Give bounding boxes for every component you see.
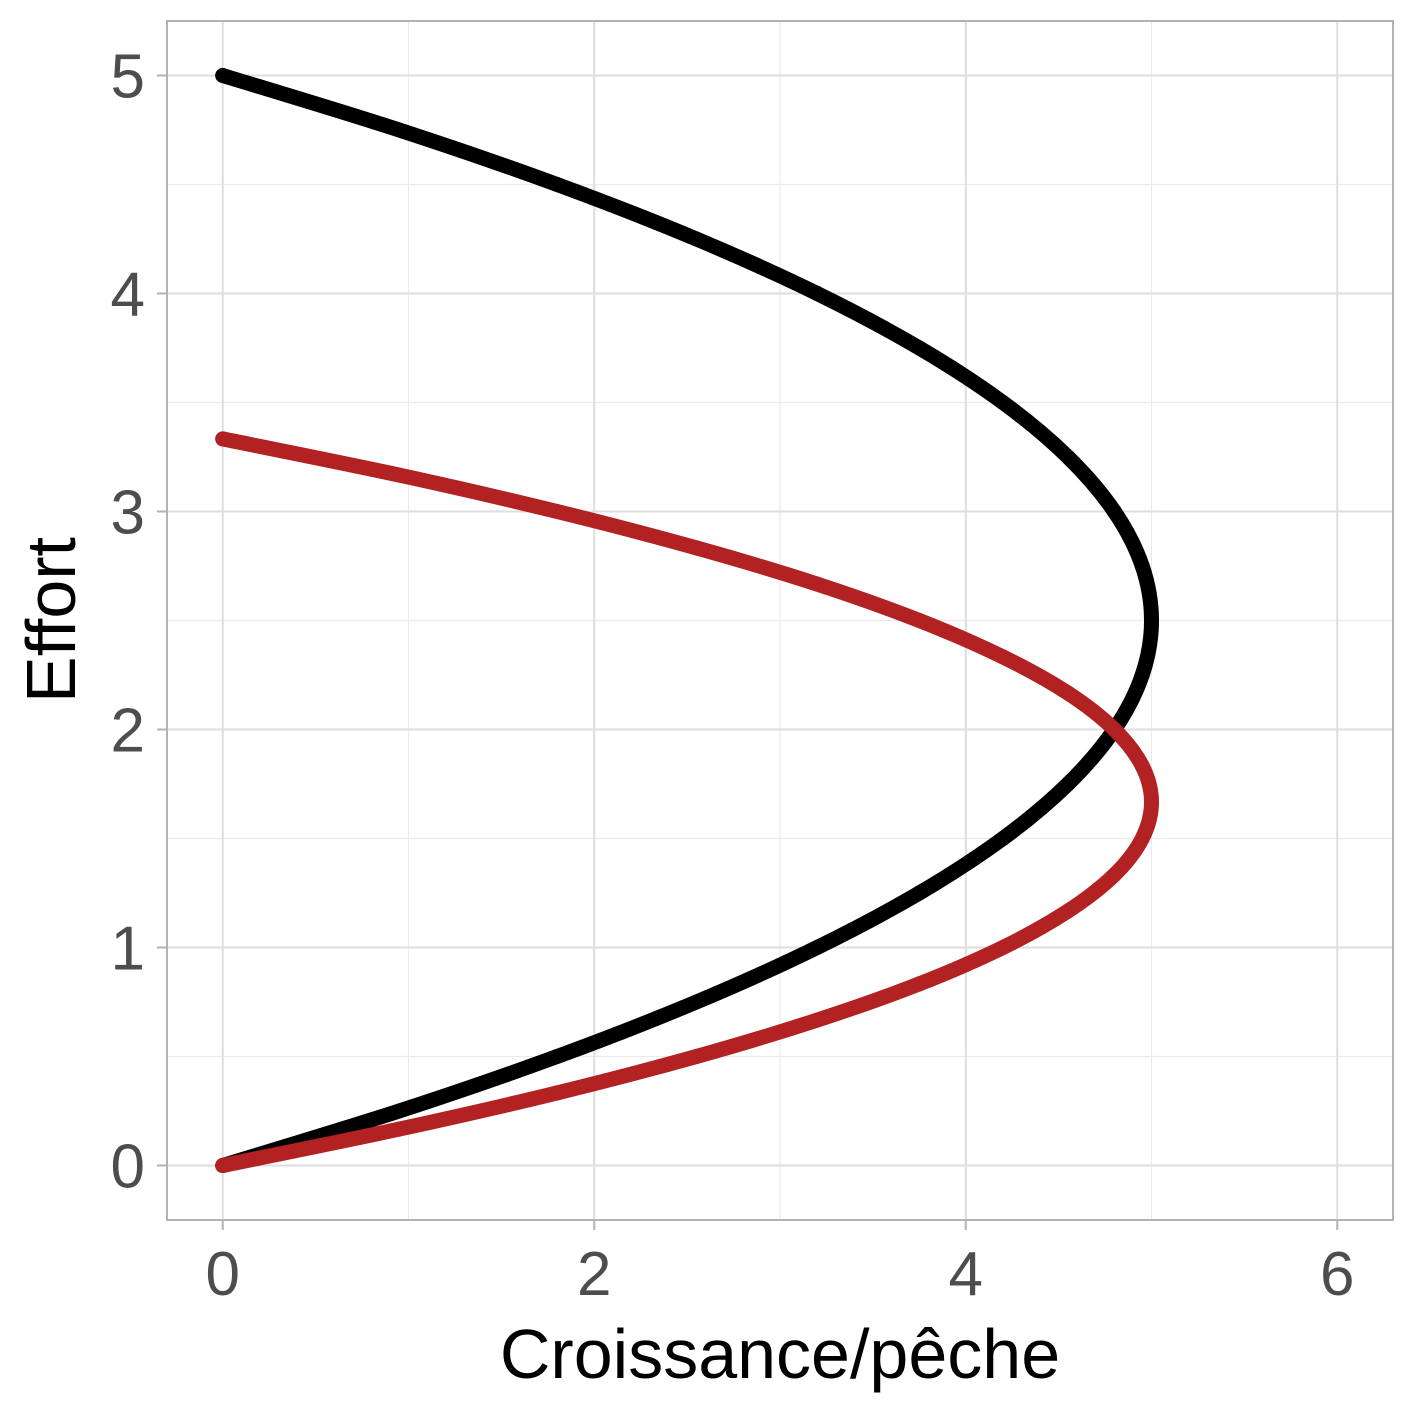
data-point: [809, 1012, 825, 1028]
data-point: [911, 885, 927, 901]
data-point: [688, 231, 704, 247]
data-point: [688, 540, 704, 556]
data-point: [688, 994, 704, 1010]
data-point: [549, 504, 565, 519]
x-tick-label: 6: [1320, 1240, 1354, 1309]
data-point: [995, 395, 1011, 410]
data-point: [1060, 685, 1076, 701]
x-tick-label: 4: [949, 1240, 983, 1309]
data-point: [995, 940, 1011, 955]
data-point: [995, 649, 1011, 665]
data-point: [549, 1049, 565, 1064]
data-point: [549, 177, 565, 192]
data-point: [215, 431, 231, 447]
y-tick-label: 5: [111, 43, 145, 112]
data-point: [391, 1103, 407, 1119]
data-point: [1106, 867, 1122, 883]
data-point: [1134, 758, 1150, 774]
data-point: [1134, 558, 1150, 574]
data-point: [809, 286, 825, 301]
major-gridlines: [167, 21, 1393, 1220]
data-point: [1134, 831, 1150, 846]
data-point: [391, 1121, 407, 1137]
y-axis-title: Effort: [12, 537, 90, 703]
x-tick-label: 2: [577, 1240, 611, 1309]
x-axis-title: Croissance/pêche: [500, 1315, 1060, 1393]
data-point: [911, 976, 927, 992]
data-point: [1060, 903, 1076, 919]
x-tick-label: 0: [205, 1240, 239, 1309]
y-tick-label: 2: [111, 697, 145, 766]
data-point: [809, 940, 825, 955]
y-axis-ticks: 0 1 2 3 4 5: [111, 43, 167, 1202]
data-point: [1134, 667, 1150, 683]
data-point: [391, 467, 407, 483]
data-point: [911, 613, 927, 628]
data-point: [215, 68, 231, 83]
data-point: [911, 340, 927, 356]
data-point: [1106, 504, 1122, 519]
plot-panel-border: [166, 20, 1394, 1221]
data-point: [995, 831, 1011, 846]
data-point: [215, 1158, 231, 1173]
y-tick-label: 1: [111, 915, 145, 984]
x-axis-ticks: 0 2 4 6: [205, 1220, 1355, 1309]
data-point: [1060, 449, 1076, 465]
y-tick-label: 3: [111, 479, 145, 548]
data-point: [391, 122, 407, 138]
data-point: [1144, 794, 1160, 810]
data-point: [549, 1085, 565, 1101]
y-tick-label: 0: [111, 1133, 145, 1202]
data-point: [809, 576, 825, 592]
data-point: [1144, 613, 1160, 628]
data-point: [1106, 722, 1122, 737]
data-series: [215, 68, 1160, 1173]
data-point: [688, 1049, 704, 1064]
y-tick-label: 4: [111, 261, 145, 330]
series-2: [215, 431, 1160, 1173]
data-point: [1060, 776, 1076, 792]
